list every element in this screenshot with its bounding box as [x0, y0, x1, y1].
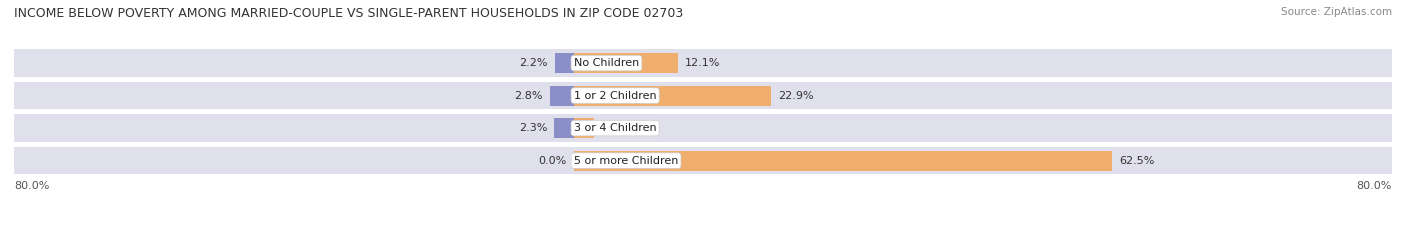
Bar — [14, 147, 1392, 174]
Text: 2.4%: 2.4% — [602, 123, 630, 133]
Text: 2.8%: 2.8% — [515, 91, 543, 101]
Text: 0.0%: 0.0% — [538, 156, 567, 166]
Bar — [574, 86, 770, 106]
Text: 1 or 2 Children: 1 or 2 Children — [574, 91, 657, 101]
Text: 12.1%: 12.1% — [685, 58, 720, 68]
Text: Source: ZipAtlas.com: Source: ZipAtlas.com — [1281, 7, 1392, 17]
Bar — [14, 82, 1392, 109]
Bar — [574, 53, 678, 73]
Bar — [554, 118, 574, 138]
Text: 2.2%: 2.2% — [519, 58, 548, 68]
Bar — [574, 118, 595, 138]
Bar — [14, 114, 1392, 142]
Bar — [555, 53, 574, 73]
Text: 62.5%: 62.5% — [1119, 156, 1154, 166]
Text: 80.0%: 80.0% — [14, 181, 49, 191]
Text: 5 or more Children: 5 or more Children — [574, 156, 678, 166]
Bar — [14, 49, 1392, 77]
Text: 2.3%: 2.3% — [519, 123, 547, 133]
Text: 3 or 4 Children: 3 or 4 Children — [574, 123, 657, 133]
Text: INCOME BELOW POVERTY AMONG MARRIED-COUPLE VS SINGLE-PARENT HOUSEHOLDS IN ZIP COD: INCOME BELOW POVERTY AMONG MARRIED-COUPL… — [14, 7, 683, 20]
Text: 80.0%: 80.0% — [1357, 181, 1392, 191]
Bar — [574, 151, 1112, 171]
Text: 22.9%: 22.9% — [778, 91, 814, 101]
Text: No Children: No Children — [574, 58, 640, 68]
Bar — [550, 86, 574, 106]
